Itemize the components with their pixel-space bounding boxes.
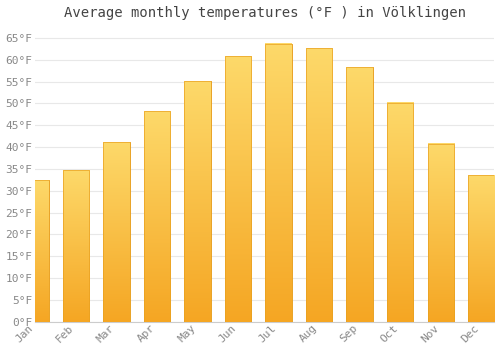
Bar <box>225 56 251 322</box>
Bar <box>468 175 494 322</box>
Bar <box>346 67 373 322</box>
Bar <box>266 44 291 322</box>
Bar <box>387 103 413 322</box>
Bar <box>184 81 210 322</box>
Bar <box>387 103 413 322</box>
Bar <box>306 48 332 322</box>
Bar <box>306 48 332 322</box>
Bar <box>62 170 89 322</box>
Bar <box>428 144 454 322</box>
Bar <box>62 170 89 322</box>
Bar <box>144 111 170 322</box>
Bar <box>266 44 291 322</box>
Bar <box>468 175 494 322</box>
Bar <box>184 81 210 322</box>
Bar <box>225 56 251 322</box>
Bar <box>428 144 454 322</box>
Bar <box>22 180 48 322</box>
Bar <box>22 180 48 322</box>
Bar <box>103 142 130 322</box>
Bar <box>144 111 170 322</box>
Title: Average monthly temperatures (°F ) in Völklingen: Average monthly temperatures (°F ) in Vö… <box>64 6 466 20</box>
Bar <box>346 67 373 322</box>
Bar <box>103 142 130 322</box>
